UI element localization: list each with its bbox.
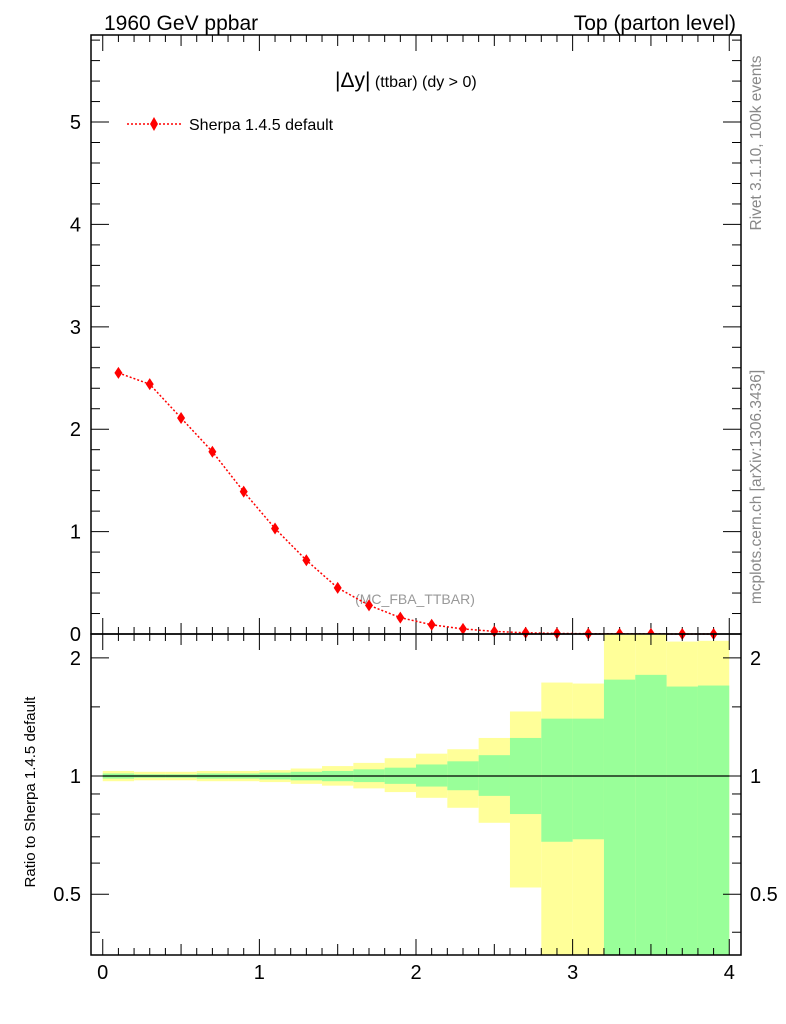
data-point-marker [458, 622, 467, 635]
data-point-marker [302, 554, 311, 567]
main-y-tick-label: 3 [70, 317, 81, 339]
plot-title-main: |Δy| [335, 69, 370, 92]
data-point-marker [239, 485, 248, 498]
ratio-y-tick-label-right: 1 [750, 766, 761, 788]
series-line-group [118, 372, 714, 635]
ratio-band-inner [697, 685, 730, 955]
ratio-y-tick-label-left: 1 [70, 766, 81, 788]
main-y-tick-labels: 0 1 2 3 4 5 [70, 112, 81, 646]
main-y-tick-label: 2 [70, 419, 81, 441]
data-point-marker [177, 411, 186, 424]
data-point-marker [271, 522, 280, 535]
ratio-band-inner [666, 686, 698, 955]
data-point-marker [427, 618, 436, 631]
x-tick-label: 2 [410, 962, 421, 984]
main-plot-panel: 0 1 2 3 4 5 (MC_FBA_TTBAR) |Δy| (ttbar) (dy >… [70, 34, 742, 646]
main-y-tick-label: 5 [70, 112, 81, 134]
ratio-y-tick-label-right: 2 [750, 648, 761, 670]
legend-series-label: Sherpa 1.4.5 default [189, 117, 334, 134]
ratio-bands-group [102, 634, 730, 955]
data-point-marker [365, 599, 374, 612]
legend-marker [150, 117, 158, 131]
main-y-tick-label: 1 [70, 522, 81, 544]
data-point-marker [114, 366, 123, 379]
x-tick-label: 1 [254, 962, 265, 984]
analysis-watermark: (MC_FBA_TTBAR) [355, 591, 475, 607]
plot-title: |Δy| (ttbar) (dy > 0) [335, 69, 477, 92]
main-y-tick-label: 0 [70, 624, 81, 646]
data-point-marker [208, 445, 217, 458]
data-point-marker [396, 611, 405, 624]
ratio-y-tick-label-left: 2 [70, 648, 81, 670]
header-right-label: Top (parton level) [574, 12, 736, 35]
plot-title-sub: (ttbar) (dy > 0) [370, 74, 476, 91]
ratio-plot-panel: 0.5 0.5 1 1 2 2 0 1 2 3 4 Ratio to Sherpa 1.4.5 de… [22, 633, 778, 984]
ratio-band-inner [541, 718, 573, 842]
x-tick-label: 3 [567, 962, 578, 984]
rivet-version-label: Rivet 3.1.10, 100k events [748, 55, 765, 230]
x-tick-label: 4 [724, 962, 735, 984]
mcplots-label: mcplots.cern.ch [arXiv:1306.3436] [748, 370, 765, 604]
ratio-band-inner [603, 679, 636, 955]
series-line [118, 372, 714, 635]
main-y-tick-label: 4 [70, 214, 81, 236]
x-tick-label: 0 [97, 962, 108, 984]
ratio-y-tick-label-right: 0.5 [750, 884, 778, 906]
data-point-marker [521, 626, 530, 639]
header-left-label: 1960 GeV ppbar [104, 12, 258, 35]
ratio-band-inner [635, 674, 667, 955]
ratio-plot-frame [90, 633, 742, 956]
ratio-y-tick-label-left: 0.5 [53, 884, 81, 906]
ratio-tick-labels: 0.5 0.5 1 1 2 2 0 1 2 3 4 [53, 648, 778, 984]
ratio-axis-ticks [91, 634, 741, 955]
legend: Sherpa 1.4.5 default [127, 117, 334, 134]
ratio-y-axis-label: Ratio to Sherpa 1.4.5 default [22, 696, 39, 888]
ratio-band-inner [572, 718, 604, 840]
data-point-marker [145, 378, 154, 391]
data-point-marker [333, 581, 342, 594]
